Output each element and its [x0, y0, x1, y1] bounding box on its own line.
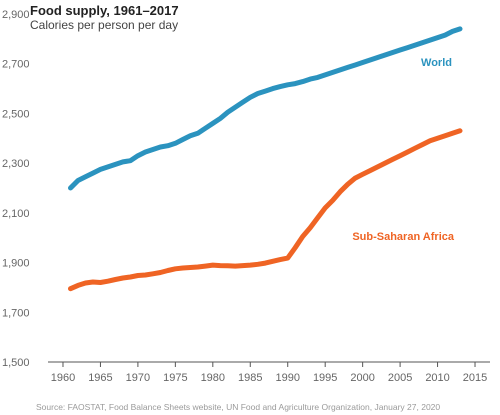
y-tick-label: 2,300: [2, 158, 30, 170]
x-tick-label: 1975: [163, 372, 187, 384]
y-tick-label: 1,900: [2, 258, 30, 270]
x-tick-label: 1965: [88, 372, 112, 384]
chart-title: Food supply, 1961–2017: [30, 3, 179, 18]
x-tick-label: 1960: [51, 372, 75, 384]
x-tick-label: 1995: [313, 372, 337, 384]
x-tick-label: 1985: [238, 372, 262, 384]
x-tick-label: 2015: [463, 372, 487, 384]
y-tick-label: 1,700: [2, 307, 30, 319]
y-tick-label: 1,500: [2, 357, 30, 369]
y-axis-labels: 1,500 1,700 1,900 2,100 2,300 2,500 2,700 2,900: [2, 9, 30, 369]
x-tick-label: 2010: [425, 372, 449, 384]
source-note: Source: FAOSTAT, Food Balance Sheets web…: [36, 402, 440, 412]
world-series-label: World: [421, 57, 452, 69]
y-tick-label: 2,500: [2, 108, 30, 120]
chart-subtitle: Calories per person per day: [30, 18, 178, 32]
x-tick-label: 1970: [126, 372, 150, 384]
x-tick-label: 1980: [201, 372, 225, 384]
world-series-line: [68, 26, 463, 191]
africa-series-label: Sub-Saharan Africa: [352, 231, 455, 243]
plot-area: [68, 26, 463, 292]
x-axis: 1960 1965 1970 1975 1980 1985 1990 1995 2000 2005…: [48, 361, 490, 384]
y-tick-label: 2,700: [2, 59, 30, 71]
x-tick-label: 1990: [275, 372, 299, 384]
sub-saharan-africa-series-line: [68, 128, 463, 292]
x-tick-label: 2005: [388, 372, 412, 384]
x-tick-label: 2000: [350, 372, 374, 384]
y-tick-label: 2,100: [2, 208, 30, 220]
y-tick-label: 2,900: [2, 9, 30, 21]
